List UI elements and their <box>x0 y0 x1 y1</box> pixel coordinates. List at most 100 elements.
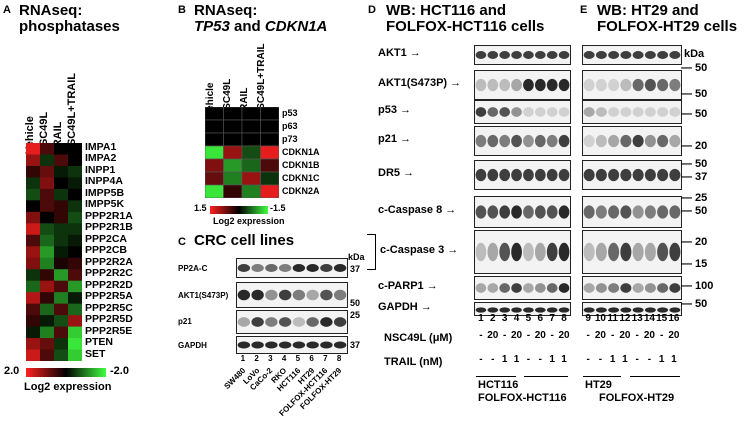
panel-b-title-line1: RNAseq: <box>194 2 258 19</box>
panel-d-group2: FOLFOX-HCT116 <box>478 392 567 404</box>
lane-label: 3 <box>501 313 508 324</box>
heatmap-cell <box>54 223 68 236</box>
blot-band <box>534 168 546 182</box>
lane-label: - <box>647 354 652 365</box>
blot-band <box>632 107 644 117</box>
heatmap-cell <box>241 145 261 160</box>
blot-band <box>320 264 333 272</box>
gene-label: CDKN2A <box>282 186 320 196</box>
blot-band <box>669 51 681 59</box>
panel-e-blot-image <box>582 230 682 274</box>
blot-band <box>523 307 534 313</box>
lane-label: 20 <box>558 330 570 341</box>
heatmap-cell <box>241 184 261 199</box>
heatmap-cell <box>40 200 54 213</box>
blot-band <box>499 134 511 148</box>
blot-band <box>595 78 607 92</box>
blot-band <box>644 242 656 262</box>
panel-d-blot-image <box>474 230 571 274</box>
panel-d-blot-image <box>474 160 571 190</box>
heatmap-cell <box>68 154 82 167</box>
lane-label: 1 <box>549 354 555 365</box>
blot-band <box>523 51 534 59</box>
blot-band <box>320 341 333 349</box>
blot-band <box>595 283 607 293</box>
gene-label: CDKN1C <box>282 173 320 183</box>
lane-label: - <box>598 354 603 365</box>
lane-label: 8 <box>561 313 567 324</box>
lane-label: - <box>491 354 495 365</box>
panel-c-blot-image <box>236 258 348 278</box>
heatmap-cell <box>260 158 280 173</box>
heatmap-cell <box>26 257 40 270</box>
blot-band <box>583 307 595 313</box>
heatmap-cell <box>40 177 54 190</box>
panel-e-group2: FOLFOX-HT29 <box>599 392 675 404</box>
heatmap-cell <box>26 143 40 155</box>
blot-band <box>595 205 607 219</box>
blot-band <box>632 134 644 148</box>
blot-band <box>306 264 319 272</box>
blot-band <box>583 51 595 59</box>
panel-d-blot-label: DR5 → <box>378 167 415 179</box>
panel-e-kda-marker: — 50 <box>681 205 708 217</box>
blot-band <box>237 317 251 327</box>
heatmap-cell <box>54 143 68 155</box>
heatmap-cell <box>26 165 40 178</box>
blot-band <box>534 307 546 313</box>
blot-band <box>534 242 546 262</box>
lane-label: 1 <box>609 354 616 365</box>
blot-band <box>657 205 669 219</box>
blot-band <box>546 283 558 293</box>
heatmap-cell <box>223 158 243 173</box>
blot-band <box>534 78 546 92</box>
blot-band <box>595 307 607 313</box>
blot-band <box>265 341 278 349</box>
heatmap-cell <box>241 158 261 173</box>
blot-band <box>620 78 632 92</box>
blot-band <box>644 307 656 313</box>
panel-a-scale-max: -2.0 <box>110 365 129 377</box>
heatmap-cell <box>54 326 68 339</box>
lane-label: - <box>635 330 639 341</box>
blot-band <box>632 242 644 262</box>
heatmap-cell <box>260 145 280 160</box>
gene-label: p63 <box>282 121 298 131</box>
panel-d-letter: D <box>368 4 376 16</box>
blot-band <box>237 289 251 301</box>
heatmap-cell <box>68 315 82 328</box>
blot-band <box>278 317 292 327</box>
lane-label: - <box>479 354 483 365</box>
heatmap-cell <box>40 280 54 293</box>
blot-band <box>292 289 306 301</box>
panel-d-nsc-values: -20-20-20-20 <box>475 330 570 344</box>
panel-a-col-nsc-trail: NSC49L+TRAIL <box>66 73 78 154</box>
blot-band <box>499 168 511 182</box>
gene-label: PPP2R5D <box>85 313 133 326</box>
panel-e-blot-image <box>582 196 682 228</box>
panel-e-kda-marker: — 25 <box>681 192 708 204</box>
panel-e-group1-line <box>583 376 621 377</box>
blot-band <box>669 242 681 262</box>
blot-band <box>583 205 595 219</box>
blot-band <box>487 134 499 148</box>
blot-band <box>608 134 620 148</box>
blot-band <box>632 78 644 92</box>
panel-c-marker: 37 <box>350 340 361 350</box>
gene-label: PPP2R1A <box>85 209 133 222</box>
lane-label: 1 <box>513 354 520 365</box>
heatmap-cell <box>68 200 82 213</box>
blot-band <box>620 283 632 293</box>
heatmap-cell <box>26 349 40 362</box>
blot-band <box>620 242 632 262</box>
lane-label: - <box>526 330 531 341</box>
blot-band <box>632 283 644 293</box>
heatmap-cell <box>260 171 280 186</box>
heatmap-cell <box>40 165 54 178</box>
heatmap-cell <box>241 106 261 121</box>
lane-label: - <box>586 330 590 341</box>
lane-label: - <box>526 354 531 365</box>
blot-band <box>632 51 644 59</box>
gene-label: PPP2CA <box>85 232 128 245</box>
blot-band <box>499 107 511 117</box>
